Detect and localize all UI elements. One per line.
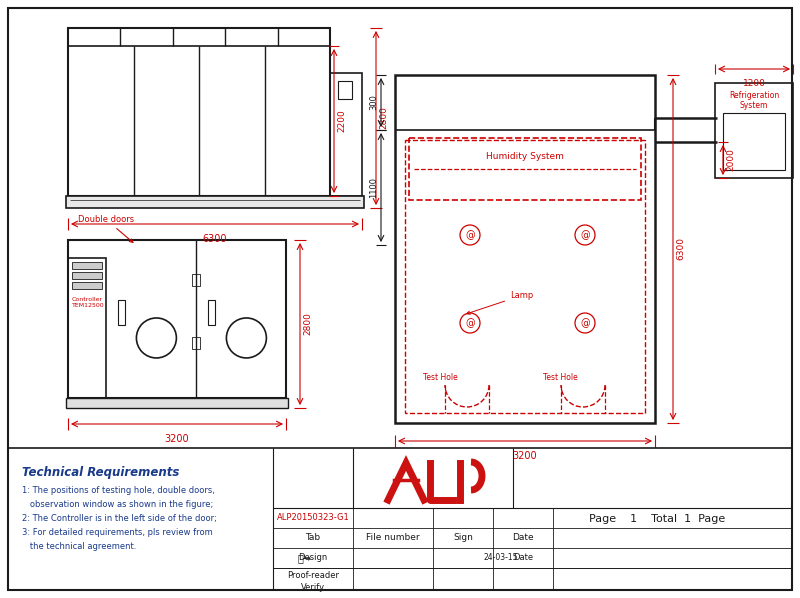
Text: Proof-reader: Proof-reader bbox=[287, 572, 339, 581]
Bar bbox=[72, 282, 102, 289]
Text: 300: 300 bbox=[369, 94, 378, 111]
Bar bbox=[330, 73, 362, 196]
Text: Technical Requirements: Technical Requirements bbox=[22, 466, 179, 479]
Text: 6300: 6300 bbox=[202, 234, 227, 244]
Text: ALP20150323-G1: ALP20150323-G1 bbox=[277, 514, 350, 523]
Bar bbox=[8, 448, 792, 590]
Text: 3: For detailed requirements, pls review from: 3: For detailed requirements, pls review… bbox=[22, 528, 213, 537]
Text: Test Hole: Test Hole bbox=[543, 373, 578, 382]
Text: 1200: 1200 bbox=[742, 79, 766, 88]
Text: 2: The Controller is in the left side of the door;: 2: The Controller is in the left side of… bbox=[22, 514, 217, 523]
Bar bbox=[405, 140, 645, 413]
Bar bbox=[68, 28, 330, 196]
Text: Test Hole: Test Hole bbox=[423, 373, 458, 382]
Text: File number: File number bbox=[366, 533, 420, 542]
Text: @: @ bbox=[580, 318, 590, 328]
Text: Page    1    Total  1  Page: Page 1 Total 1 Page bbox=[590, 514, 726, 524]
Text: TEM12500: TEM12500 bbox=[72, 303, 105, 308]
Bar bbox=[72, 262, 102, 269]
Bar bbox=[68, 240, 286, 398]
Text: Tab: Tab bbox=[306, 533, 321, 542]
Text: Verify: Verify bbox=[301, 584, 325, 593]
Bar bbox=[118, 300, 125, 325]
Bar bbox=[72, 272, 102, 279]
Text: observation window as shown in the figure;: observation window as shown in the figur… bbox=[22, 500, 214, 509]
Bar bbox=[409, 138, 641, 200]
Bar bbox=[208, 300, 215, 325]
Text: Sign: Sign bbox=[453, 533, 473, 542]
Text: 2000: 2000 bbox=[726, 148, 735, 172]
Text: 1100: 1100 bbox=[369, 177, 378, 198]
Text: Date: Date bbox=[512, 533, 534, 542]
Text: 3200: 3200 bbox=[513, 451, 538, 461]
Text: Double doors: Double doors bbox=[78, 215, 134, 242]
Text: 2800: 2800 bbox=[379, 106, 388, 129]
Bar bbox=[192, 273, 200, 285]
Text: 妙→: 妙→ bbox=[298, 553, 312, 563]
Text: 3200: 3200 bbox=[165, 434, 190, 444]
Text: 6300: 6300 bbox=[676, 237, 685, 261]
Text: 2800: 2800 bbox=[303, 313, 312, 335]
Text: Date: Date bbox=[513, 554, 533, 563]
Text: @: @ bbox=[465, 318, 475, 328]
Text: System: System bbox=[740, 100, 768, 109]
Bar bbox=[395, 75, 655, 423]
Text: 24-03-15: 24-03-15 bbox=[483, 554, 518, 563]
Text: Refrigeration: Refrigeration bbox=[729, 90, 779, 99]
Bar bbox=[68, 258, 106, 398]
Text: Design: Design bbox=[298, 554, 328, 563]
Text: Controller: Controller bbox=[72, 297, 103, 302]
Bar bbox=[715, 83, 793, 178]
Bar bbox=[66, 398, 288, 408]
Text: the technical agreement.: the technical agreement. bbox=[22, 542, 136, 551]
Bar bbox=[192, 337, 200, 349]
Text: @: @ bbox=[580, 230, 590, 240]
Text: Lamp: Lamp bbox=[466, 291, 534, 315]
Bar bbox=[723, 113, 785, 170]
Bar bbox=[66, 196, 364, 208]
Text: 2200: 2200 bbox=[337, 109, 346, 132]
Text: Humidity System: Humidity System bbox=[486, 152, 564, 161]
Text: 1: The positions of testing hole, double doors,: 1: The positions of testing hole, double… bbox=[22, 486, 215, 495]
Text: @: @ bbox=[465, 230, 475, 240]
Bar bbox=[338, 81, 352, 99]
